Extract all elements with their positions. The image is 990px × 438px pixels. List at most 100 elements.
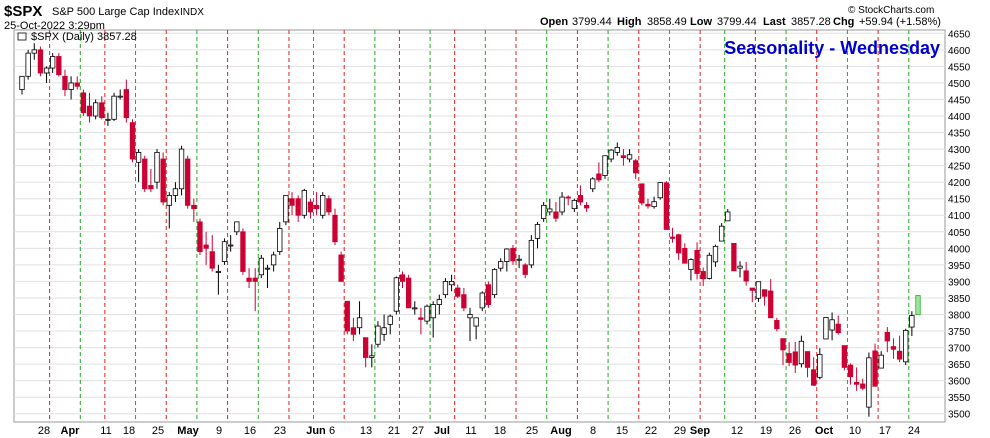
candle-body xyxy=(534,224,541,239)
candle-body xyxy=(197,221,203,253)
x-tick-label: 28 xyxy=(38,425,50,437)
candle-body xyxy=(375,325,381,345)
candle-body xyxy=(553,211,559,219)
candles xyxy=(19,43,921,417)
candle-body xyxy=(209,251,215,269)
x-tick-label: 23 xyxy=(274,425,286,437)
candle-body xyxy=(884,331,890,342)
candle-body xyxy=(430,304,436,319)
candle-body xyxy=(645,203,651,207)
candle-body xyxy=(228,244,234,247)
candle-body xyxy=(62,75,68,90)
candle-body xyxy=(148,185,154,190)
candle-body xyxy=(835,323,841,334)
candle-body xyxy=(436,299,442,305)
candle-body xyxy=(381,327,387,335)
candle-body xyxy=(498,261,504,269)
candle-body xyxy=(872,350,878,387)
candle-body xyxy=(890,346,897,350)
x-tick-label: 15 xyxy=(616,425,628,437)
candle-body xyxy=(731,242,737,272)
chart-title: Seasonality - Wednesday xyxy=(724,38,940,58)
candle-body xyxy=(915,295,921,316)
candle-body xyxy=(633,160,639,174)
candle-body xyxy=(424,305,430,322)
candle-body xyxy=(853,381,860,385)
candle-body xyxy=(215,271,222,273)
candle-body xyxy=(571,199,577,210)
candle-body xyxy=(283,195,289,223)
candle-body xyxy=(718,225,725,242)
candle-body xyxy=(706,254,712,279)
y-tick-label: 3900 xyxy=(948,277,971,288)
candle-body xyxy=(105,118,111,121)
candle-body xyxy=(903,329,909,363)
y-axis: 3500 3550 3600 3650 3700 3750 3800 3850 3900 3950… xyxy=(948,29,971,420)
candle-body xyxy=(412,307,418,310)
series-legend: $SPX (Daily) 3857.28 xyxy=(17,31,137,43)
candle-body xyxy=(86,105,93,117)
candle-body xyxy=(234,221,240,233)
candle-body xyxy=(74,82,80,87)
candle-body xyxy=(111,95,117,120)
grid-lines xyxy=(14,32,945,415)
candle-body xyxy=(596,173,602,181)
y-tick-label: 4000 xyxy=(948,244,971,255)
last-label: Last xyxy=(763,16,786,28)
x-tick-label: Jun xyxy=(306,425,326,437)
x-tick-label: 8 xyxy=(590,425,596,437)
x-tick-label: 11 xyxy=(465,425,476,437)
y-tick-label: 4450 xyxy=(948,95,971,106)
candle-body xyxy=(485,284,492,305)
candle-body xyxy=(258,257,264,276)
candle-body xyxy=(510,247,516,262)
y-tick-label: 4500 xyxy=(948,79,971,90)
candle-body xyxy=(154,151,160,183)
candle-body xyxy=(798,340,805,365)
candle-body xyxy=(301,190,307,216)
watermark: © StockCharts.com xyxy=(848,5,934,16)
candle-body xyxy=(295,198,301,216)
candle-body xyxy=(203,244,209,249)
low-label: Low xyxy=(690,16,712,28)
candle-body xyxy=(455,287,461,297)
candle-body xyxy=(559,196,565,213)
y-tick-label: 4300 xyxy=(948,145,971,156)
candle-body xyxy=(626,154,633,160)
candle-body xyxy=(135,151,142,163)
candle-body xyxy=(712,245,719,263)
candle-body xyxy=(387,315,393,325)
y-tick-label: 3600 xyxy=(948,377,971,388)
candle-body xyxy=(620,155,627,159)
candle-body xyxy=(405,277,412,309)
candle-body xyxy=(270,254,277,266)
candle-body xyxy=(669,236,676,239)
candle-body xyxy=(639,183,645,204)
candle-body xyxy=(528,239,535,266)
candle-body xyxy=(792,351,798,366)
candle-body xyxy=(663,182,670,230)
candle-body xyxy=(80,92,87,114)
candle-body xyxy=(344,300,350,332)
candle-body xyxy=(160,158,166,203)
low-value: 3799.44 xyxy=(717,16,757,28)
candle-body xyxy=(860,383,866,389)
weekly-markers xyxy=(49,30,910,422)
candle-body xyxy=(326,198,332,213)
candle-body xyxy=(829,319,835,331)
candle-body xyxy=(240,231,246,272)
candle-body xyxy=(651,201,657,208)
y-tick-label: 3750 xyxy=(948,327,971,338)
candle-body xyxy=(43,67,50,74)
exchange-label: INDX xyxy=(180,7,204,18)
candle-body xyxy=(473,317,479,327)
x-tick-label: May xyxy=(177,425,199,437)
candle-body xyxy=(608,149,614,160)
candle-body xyxy=(99,102,105,119)
candle-body xyxy=(31,49,37,54)
candle-body xyxy=(56,56,62,76)
candle-body xyxy=(19,75,25,90)
x-tick-label: 29 xyxy=(674,425,686,437)
x-tick-label: 9 xyxy=(216,425,222,437)
